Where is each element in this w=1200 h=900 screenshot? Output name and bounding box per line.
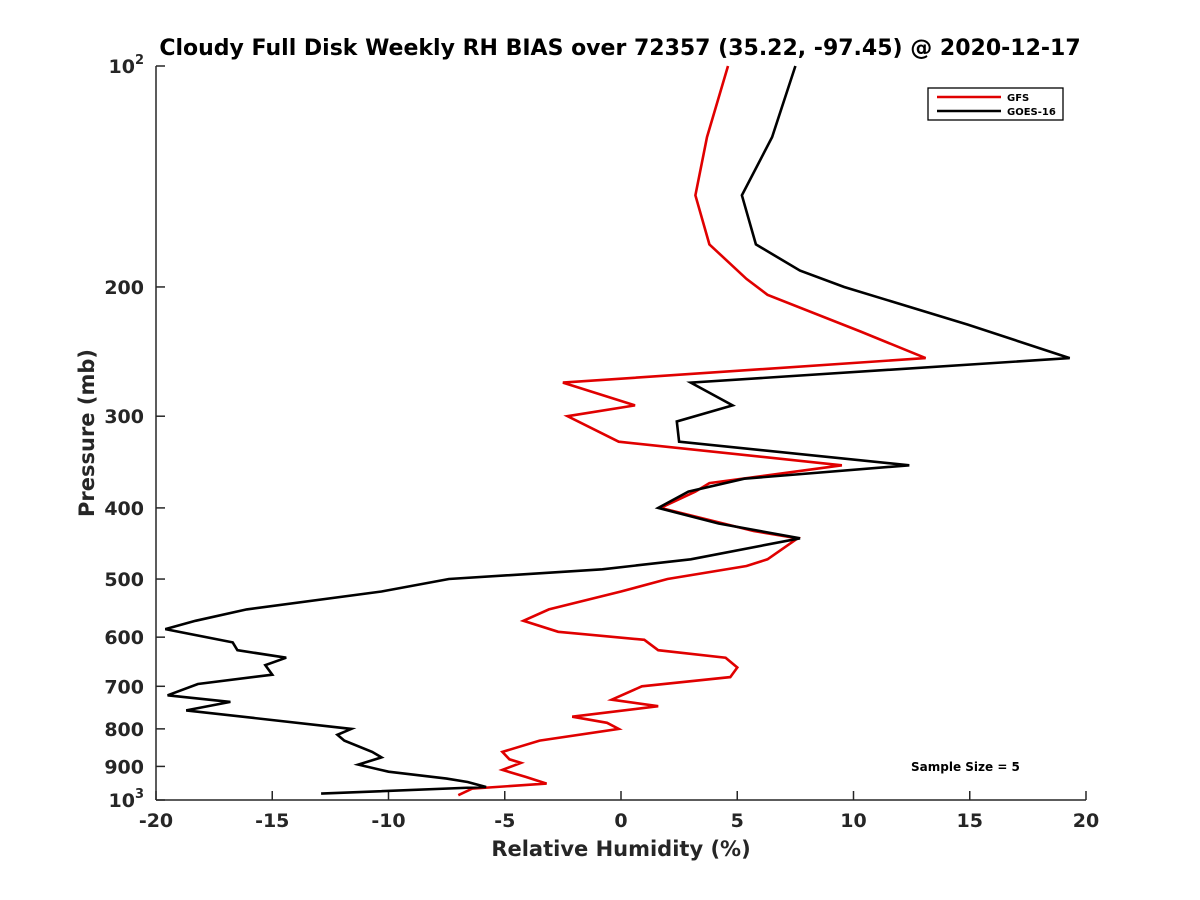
x-tick-label: -15: [255, 810, 289, 832]
x-axis-title: Relative Humidity (%): [491, 837, 750, 861]
sample-size-annotation: Sample Size = 5: [911, 760, 1020, 774]
y-axis-title: Pressure (mb): [75, 349, 99, 517]
legend-box: [927, 87, 1064, 121]
x-tick-label: -10: [371, 810, 405, 832]
y-tick-label: 400: [104, 498, 144, 520]
y-tick-label: 103: [109, 787, 145, 812]
series-line-gfs: [457, 65, 927, 797]
y-axis-ticks: 102 200 300 400 500 600 700 800 900 103: [104, 53, 165, 812]
x-tick-label: -5: [494, 810, 515, 832]
y-tick-label: 300: [104, 406, 144, 428]
x-tick-label: 10: [840, 810, 866, 832]
y-tick-label: 600: [104, 627, 144, 649]
y-tick-label: 102: [109, 53, 145, 78]
y-tick-label: 800: [104, 719, 144, 741]
x-tick-label: 0: [614, 810, 627, 832]
series-line-goes-16: [164, 65, 1071, 795]
x-tick-label: 15: [957, 810, 983, 832]
x-tick-label: 20: [1073, 810, 1099, 832]
legend: GFS GOES-16: [927, 87, 1064, 121]
series-layer: [164, 65, 1071, 797]
y-tick-label: 700: [104, 676, 144, 698]
x-axis-ticks: -20 -15 -10 -5 0 5 10 15 20: [139, 791, 1099, 832]
legend-label-gfs: GFS: [1007, 93, 1029, 104]
x-tick-label: -20: [139, 810, 173, 832]
legend-label-goes-16: GOES-16: [1007, 107, 1056, 118]
y-tick-label: 500: [104, 569, 144, 591]
x-tick-label: 5: [731, 810, 744, 832]
y-tick-label: 900: [104, 756, 144, 778]
chart-title: Cloudy Full Disk Weekly RH BIAS over 723…: [159, 36, 1080, 61]
y-tick-label: 200: [104, 277, 144, 299]
